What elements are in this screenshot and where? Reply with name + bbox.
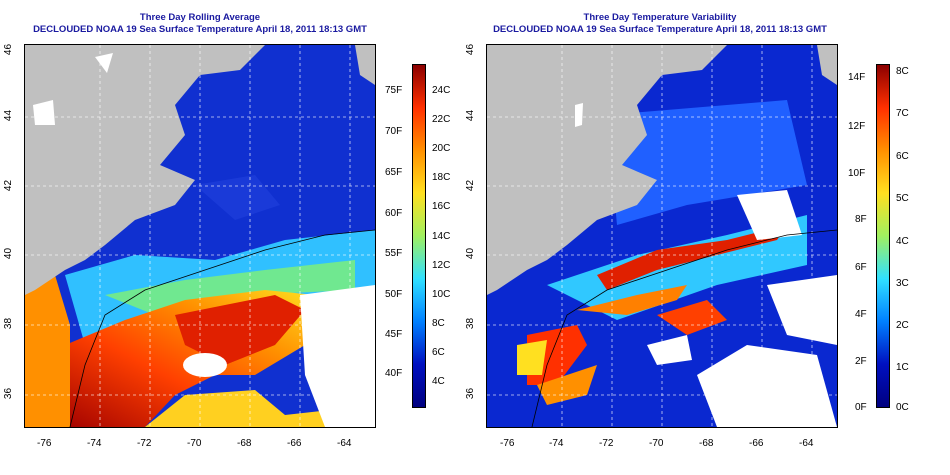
left-colorbar-c: 12C — [432, 260, 451, 271]
left-colorbar-c: 22C — [432, 114, 451, 125]
right-colorbar-c: 4C — [896, 236, 909, 247]
y-tick: 46 — [3, 43, 15, 56]
right-colorbar-c: 8C — [896, 66, 909, 77]
left-colorbar-c: 14C — [432, 231, 451, 242]
x-tick: -68 — [699, 438, 714, 449]
right-colorbar-f: 12F — [848, 121, 866, 132]
right-panel: Three Day Temperature Variability DECLOU… — [465, 0, 950, 475]
right-colorbar-c: 3C — [896, 278, 909, 289]
x-tick: -64 — [799, 438, 814, 449]
right-variability-map[interactable] — [486, 44, 838, 428]
right-colorbar-f: 4F — [855, 309, 867, 320]
left-colorbar-f: 45F — [385, 329, 403, 340]
left-colorbar-c: 18C — [432, 172, 451, 183]
x-tick: -70 — [649, 438, 664, 449]
y-tick: 40 — [3, 247, 15, 260]
left-colorbar-f: 55F — [385, 248, 403, 259]
left-colorbar-c: 20C — [432, 143, 451, 154]
left-colorbar-f: 50F — [385, 289, 403, 300]
y-tick: 38 — [3, 317, 15, 330]
left-sst-map[interactable] — [24, 44, 376, 428]
x-tick: -74 — [87, 438, 102, 449]
y-tick: 36 — [465, 387, 477, 400]
left-colorbar-c: 8C — [432, 318, 445, 329]
right-title-line2: DECLOUDED NOAA 19 Sea Surface Temperatur… — [493, 24, 827, 35]
y-tick: 42 — [3, 179, 15, 192]
left-colorbar-f: 70F — [385, 126, 403, 137]
right-colorbar-f: 6F — [855, 262, 867, 273]
right-colorbar-f: 0F — [855, 402, 867, 413]
x-tick: -66 — [287, 438, 302, 449]
left-colorbar-f: 75F — [385, 85, 403, 96]
x-tick: -76 — [37, 438, 52, 449]
y-tick: 38 — [465, 317, 477, 330]
left-colorbar-c: 24C — [432, 85, 451, 96]
y-tick: 42 — [465, 179, 477, 192]
right-colorbar-c: 2C — [896, 320, 909, 331]
y-tick: 46 — [465, 43, 477, 56]
y-tick: 36 — [3, 387, 15, 400]
left-colorbar-f: 65F — [385, 167, 403, 178]
y-tick: 44 — [465, 109, 477, 122]
right-colorbar-c: 6C — [896, 151, 909, 162]
left-colorbar-c: 10C — [432, 289, 451, 300]
x-tick: -76 — [500, 438, 515, 449]
left-colorbar — [412, 64, 426, 408]
x-tick: -70 — [187, 438, 202, 449]
left-colorbar-f: 60F — [385, 208, 403, 219]
right-colorbar-c: 7C — [896, 108, 909, 119]
right-colorbar-f: 10F — [848, 168, 866, 179]
right-colorbar-c: 0C — [896, 402, 909, 413]
x-tick: -64 — [337, 438, 352, 449]
right-colorbar-c: 5C — [896, 193, 909, 204]
x-tick: -72 — [599, 438, 614, 449]
y-tick: 44 — [3, 109, 15, 122]
right-colorbar — [876, 64, 890, 408]
right-colorbar-f: 8F — [855, 214, 867, 225]
left-colorbar-f: 40F — [385, 368, 403, 379]
right-title-line1: Three Day Temperature Variability — [583, 12, 737, 23]
y-tick: 40 — [465, 247, 477, 260]
left-colorbar-c: 4C — [432, 376, 445, 387]
x-tick: -72 — [137, 438, 152, 449]
left-title-line2: DECLOUDED NOAA 19 Sea Surface Temperatur… — [33, 24, 367, 35]
x-tick: -66 — [749, 438, 764, 449]
x-tick: -68 — [237, 438, 252, 449]
right-colorbar-c: 1C — [896, 362, 909, 373]
left-panel: Three Day Rolling Average DECLOUDED NOAA… — [0, 0, 470, 475]
right-colorbar-f: 14F — [848, 72, 866, 83]
left-title-line1: Three Day Rolling Average — [139, 12, 261, 23]
x-tick: -74 — [549, 438, 564, 449]
right-colorbar-f: 2F — [855, 356, 867, 367]
left-colorbar-c: 6C — [432, 347, 445, 358]
left-colorbar-c: 16C — [432, 201, 451, 212]
